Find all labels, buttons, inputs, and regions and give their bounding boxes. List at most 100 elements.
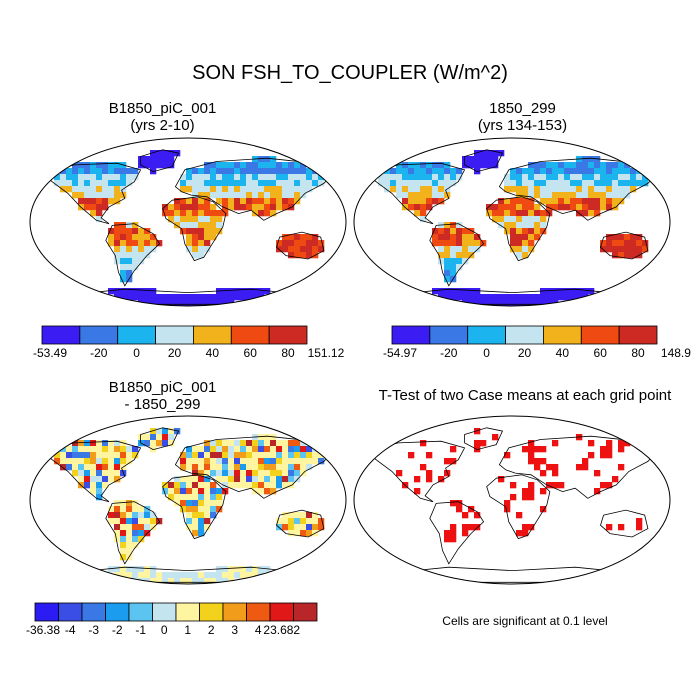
- grid-cell: [156, 578, 163, 584]
- grid-cell: [180, 464, 187, 471]
- grid-cell: [204, 198, 211, 205]
- grid-cell: [84, 204, 91, 211]
- grid-cell: [294, 512, 301, 519]
- grid-cell: [630, 246, 637, 253]
- grid-cell: [246, 464, 253, 471]
- grid-cell: [66, 446, 73, 453]
- grid-cell: [228, 186, 235, 193]
- grid-cell: [288, 440, 295, 447]
- grid-cell: [96, 470, 103, 477]
- grid-cell: [258, 488, 265, 495]
- grid-cell: [540, 506, 547, 513]
- grid-cell: [270, 174, 277, 181]
- grid-cell: [432, 234, 439, 241]
- grid-cell: [408, 162, 415, 169]
- colorbar-case2: [391, 325, 658, 345]
- grid-cell: [558, 174, 565, 181]
- grid-cell: [306, 252, 313, 259]
- grid-cell: [186, 240, 193, 247]
- grid-cell: [198, 192, 205, 199]
- colorbar-box: [199, 602, 224, 622]
- grid-cell: [306, 168, 313, 175]
- grid-cell: [168, 162, 175, 169]
- grid-cell: [192, 234, 199, 241]
- grid-cell: [438, 258, 445, 265]
- coastline-australia: [600, 509, 649, 538]
- grid-cell: [222, 446, 229, 453]
- grid-cell: [240, 288, 247, 295]
- grid-cell: [390, 186, 397, 193]
- grid-cell: [162, 150, 169, 157]
- grid-cell: [138, 300, 145, 306]
- grid-cell: [456, 222, 463, 229]
- grid-cell: [240, 174, 247, 181]
- grid-cell: [192, 180, 199, 187]
- grid-cell: [204, 204, 211, 211]
- grid-cell: [228, 452, 235, 459]
- grid-cell: [108, 506, 115, 513]
- grid-cell: [240, 198, 247, 205]
- grid-cell: [534, 228, 541, 235]
- grid-cell: [216, 446, 223, 453]
- grid-cell: [396, 192, 403, 199]
- grid-cell: [66, 452, 73, 459]
- grid-cell: [288, 518, 295, 525]
- grid-cell: [282, 446, 289, 453]
- grid-cell: [240, 446, 247, 453]
- grid-cell: [114, 566, 121, 573]
- grid-cell: [270, 180, 277, 187]
- grid-cell: [126, 542, 133, 549]
- grid-cell: [96, 168, 103, 175]
- grid-cell: [204, 440, 211, 447]
- grid-cell: [516, 210, 523, 217]
- grid-cell: [522, 192, 529, 199]
- grid-cell: [420, 198, 427, 205]
- grid-cell: [120, 542, 127, 549]
- grid-cell: [534, 180, 541, 187]
- grid-cell: [582, 210, 589, 217]
- grid-cell: [126, 294, 133, 301]
- grid-cell: [528, 186, 535, 193]
- grid-cell: [438, 174, 445, 181]
- grid-cell: [246, 572, 253, 579]
- grid-cell: [528, 482, 535, 489]
- grid-cell: [258, 204, 265, 211]
- grid-cell: [444, 264, 451, 271]
- grid-cell: [516, 168, 523, 175]
- grid-cell: [612, 476, 619, 483]
- grid-cell: [66, 180, 73, 187]
- grid-cell: [642, 246, 649, 253]
- grid-cell: [138, 252, 145, 259]
- grid-cell: [276, 174, 283, 181]
- grid-cell: [174, 572, 181, 579]
- grid-cell: [276, 192, 283, 199]
- grid-cell: [480, 150, 487, 157]
- grid-cell: [210, 500, 217, 507]
- grid-cell: [54, 458, 61, 465]
- grid-cell: [540, 294, 547, 301]
- grid-cell: [540, 198, 547, 205]
- grid-cell: [204, 162, 211, 169]
- grid-cell: [114, 162, 121, 169]
- grid-cell: [450, 222, 457, 229]
- grid-cell: [108, 476, 115, 483]
- grid-cell: [540, 300, 547, 306]
- grid-cell: [318, 458, 325, 465]
- grid-cell: [624, 252, 631, 259]
- grid-cell: [450, 288, 457, 295]
- grid-cell: [264, 162, 271, 169]
- grid-cell: [450, 524, 457, 531]
- grid-cell: [270, 210, 277, 217]
- grid-cell: [192, 294, 199, 301]
- grid-cell: [66, 458, 73, 465]
- grid-cell: [144, 156, 151, 163]
- grid-cell: [204, 476, 211, 483]
- grid-cell: [114, 530, 121, 537]
- colorbar-box: [117, 325, 156, 345]
- grid-cell: [174, 500, 181, 507]
- grid-cell: [204, 488, 211, 495]
- grid-cell: [204, 234, 211, 241]
- grid-cell: [174, 294, 181, 301]
- grid-cell: [288, 512, 295, 519]
- grid-cell: [156, 294, 163, 301]
